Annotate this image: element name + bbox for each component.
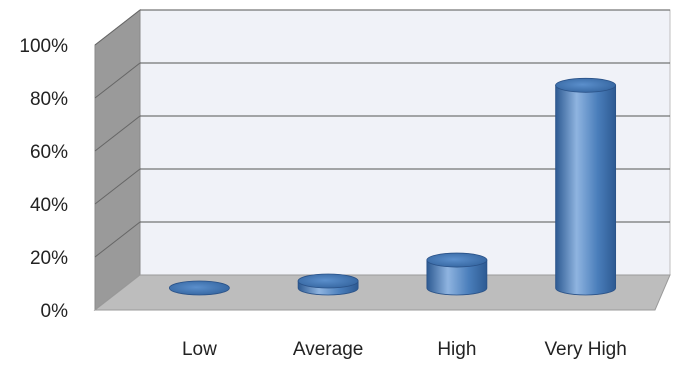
- bar-top: [426, 252, 488, 268]
- floor: [93, 274, 671, 311]
- chart-background: [93, 8, 671, 312]
- bar: [555, 77, 617, 296]
- y-tick-label: 80%: [30, 89, 68, 110]
- bar: [426, 252, 488, 296]
- y-tick-label: 0%: [41, 301, 69, 322]
- y-tick-label: 40%: [30, 195, 68, 216]
- bar-body: [555, 84, 617, 296]
- bar-top: [555, 77, 617, 93]
- bar-body: [426, 259, 488, 296]
- bar: [168, 280, 230, 296]
- gridline-side: [94, 168, 141, 205]
- x-tick-label: Average: [293, 339, 363, 360]
- x-tick-label: Low: [182, 339, 217, 360]
- y-axis-ticks: 0% 20% 40% 60% 80% 100%: [19, 36, 68, 322]
- bars: [168, 77, 617, 296]
- gridline-side: [94, 9, 141, 46]
- y-tick-label: 60%: [30, 142, 68, 163]
- side-wall: [94, 8, 141, 312]
- y-tick-label: 100%: [19, 36, 68, 57]
- y-tick-label: 20%: [30, 248, 68, 269]
- gridline-side: [94, 62, 141, 99]
- bar: [297, 273, 359, 296]
- x-tick-label: High: [437, 339, 476, 360]
- gridline-side: [94, 221, 141, 258]
- x-axis-labels: Low Average High Very High: [182, 339, 627, 360]
- gridline-side: [94, 115, 141, 152]
- x-tick-label: Very High: [544, 339, 626, 360]
- bar-top: [297, 273, 359, 289]
- bar-top: [168, 280, 230, 296]
